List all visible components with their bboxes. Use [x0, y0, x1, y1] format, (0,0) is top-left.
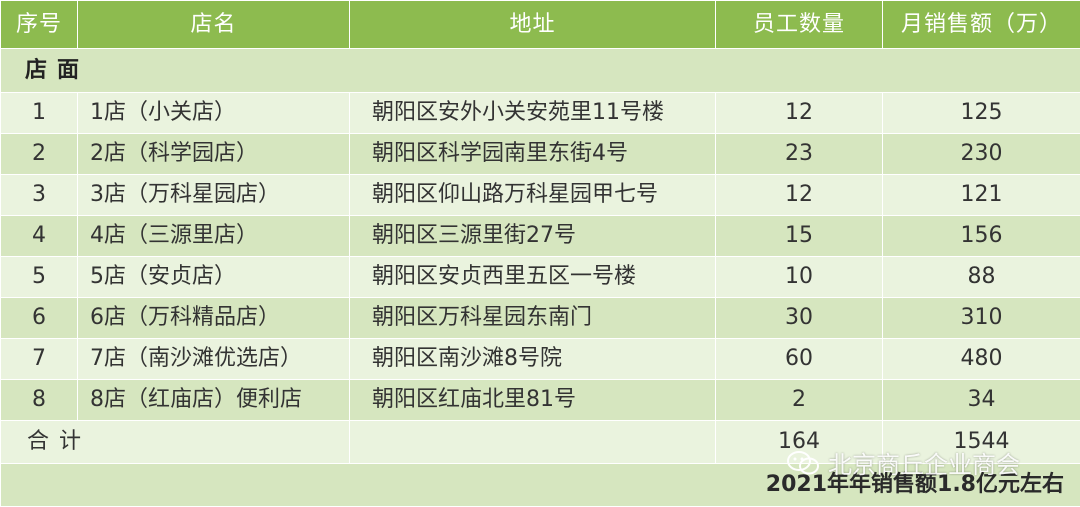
footer-row: 2021年年销售额1.8亿元左右	[0, 463, 1080, 507]
cell-no: 6	[0, 297, 78, 339]
total-row: 合计 164 1544	[0, 420, 1080, 464]
cell-sales: 156	[882, 215, 1080, 257]
wechat-icon	[787, 450, 819, 474]
cell-name: 1店（小关店）	[77, 92, 350, 134]
cell-name: 5店（安贞店）	[77, 256, 350, 298]
table-body: 店面 1 1店（小关店） 朝阳区安外小关安苑里11号楼 12 125 2 2店（科学园店）朝…	[0, 48, 1080, 421]
cell-sales: 121	[882, 174, 1080, 216]
table-row: 6 6店（万科精品店） 朝阳区万科星园东南门 30 310	[0, 297, 1080, 339]
cell-staff: 15	[715, 215, 883, 257]
cell-address: 朝阳区仰山路万科星园甲七号	[349, 174, 716, 216]
cell-sales: 88	[882, 256, 1080, 298]
cell-sales: 230	[882, 133, 1080, 175]
watermark: 北京商丘企业商会	[786, 445, 1020, 480]
header-sales: 月销售额（万）	[882, 0, 1080, 49]
watermark-text: 北京商丘企业商会	[828, 451, 1020, 479]
table-row: 7 7店（南沙滩优选店） 朝阳区南沙滩8号院 60 480	[0, 338, 1080, 380]
table-row: 3 3店（万科星园店） 朝阳区仰山路万科星园甲七号 12 121	[0, 174, 1080, 216]
header-address: 地址	[349, 0, 716, 49]
cell-address: 朝阳区三源里街27号	[349, 215, 716, 257]
cell-name: 3店（万科星园店）	[77, 174, 350, 216]
cell-address: 朝阳区南沙滩8号院	[349, 338, 716, 380]
cell-name: 4店（三源里店）	[77, 215, 350, 257]
cell-name: 7店（南沙滩优选店）	[77, 338, 350, 380]
cell-no: 8	[0, 379, 78, 421]
total-address-empty	[349, 420, 716, 464]
cell-sales: 125	[882, 92, 1080, 134]
total-label: 合计	[0, 420, 350, 464]
cell-no: 5	[0, 256, 78, 298]
header-row: 序号 店名 地址 员工数量 月销售额（万）	[0, 0, 1080, 49]
cell-name: 2店（科学园店）	[77, 133, 350, 175]
table-row: 5 5店（安贞店） 朝阳区安贞西里五区一号楼 10 88	[0, 256, 1080, 298]
cell-staff: 30	[715, 297, 883, 339]
cell-staff: 60	[715, 338, 883, 380]
table-row: 8 8店（红庙店）便利店 朝阳区红庙北里81号 2 34	[0, 379, 1080, 421]
cell-sales: 34	[882, 379, 1080, 421]
table-row: 1 1店（小关店） 朝阳区安外小关安苑里11号楼 12 125	[0, 92, 1080, 134]
cell-name: 6店（万科精品店）	[77, 297, 350, 339]
footer-note: 2021年年销售额1.8亿元左右	[0, 463, 1080, 507]
cell-no: 4	[0, 215, 78, 257]
cell-no: 3	[0, 174, 78, 216]
cell-address: 朝阳区红庙北里81号	[349, 379, 716, 421]
total-sales: 1544	[882, 420, 1080, 464]
header-no: 序号	[0, 0, 78, 49]
cell-staff: 12	[715, 92, 883, 134]
cell-address: 朝阳区安外小关安苑里11号楼	[349, 92, 716, 134]
table-summary: 合计 164 1544 2021年年销售额1.8亿元左右	[0, 420, 1080, 507]
cell-address: 朝阳区安贞西里五区一号楼	[349, 256, 716, 298]
cell-no: 1	[0, 92, 78, 134]
header-name: 店名	[77, 0, 350, 49]
cell-staff: 23	[715, 133, 883, 175]
cell-staff: 10	[715, 256, 883, 298]
cell-sales: 480	[882, 338, 1080, 380]
section-label: 店面	[0, 48, 1080, 93]
cell-address: 朝阳区科学园南里东街4号	[349, 133, 716, 175]
cell-sales: 310	[882, 297, 1080, 339]
section-row: 店面	[0, 48, 1080, 93]
table-row: 4 4店（三源里店） 朝阳区三源里街27号 15 156	[0, 215, 1080, 257]
header-staff: 员工数量	[715, 0, 883, 49]
total-staff: 164	[715, 420, 883, 464]
cell-staff: 2	[715, 379, 883, 421]
cell-staff: 12	[715, 174, 883, 216]
cell-no: 7	[0, 338, 78, 380]
cell-no: 2	[0, 133, 78, 175]
table-row: 2 2店（科学园店） 朝阳区科学园南里东街4号 23 230	[0, 133, 1080, 175]
cell-address: 朝阳区万科星园东南门	[349, 297, 716, 339]
cell-name: 8店（红庙店）便利店	[77, 379, 350, 421]
